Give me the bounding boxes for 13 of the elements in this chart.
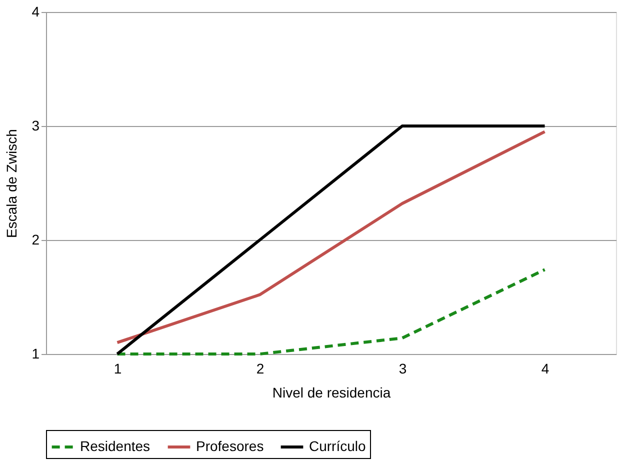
x-axis-title: Nivel de residencia [272,384,391,400]
x-tick-label: 3 [398,360,407,376]
y-axis-title: Escala de Zwisch [4,129,20,238]
legend-label: Currículo [309,438,366,454]
legend-label: Residentes [80,438,150,454]
x-tick-label: 2 [256,360,264,376]
y-tick-label: 1 [32,346,40,362]
legend-label: Profesores [196,438,264,454]
x-tick-label: 1 [114,360,122,376]
y-tick-label: 3 [32,118,40,134]
y-tick-label: 4 [32,4,40,20]
y-tick-label: 2 [32,232,40,248]
x-tick-label: 4 [541,360,550,376]
